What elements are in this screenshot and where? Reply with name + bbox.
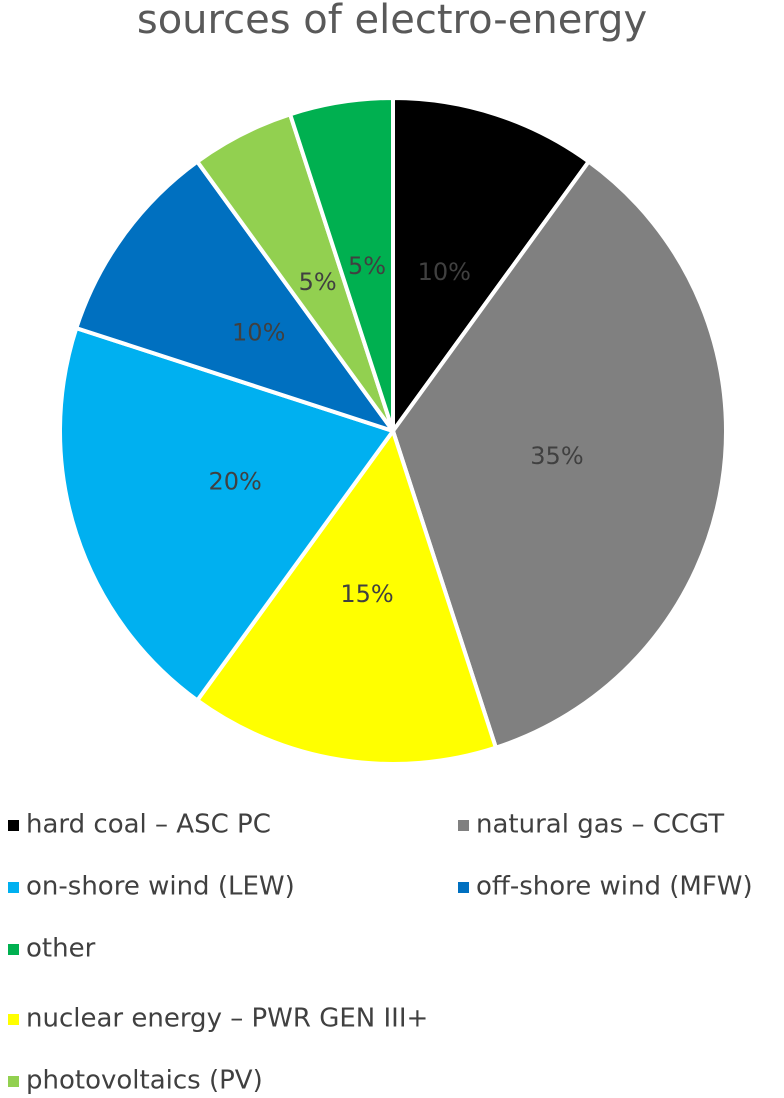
- data-label: 35%: [530, 442, 583, 470]
- legend-marker: [458, 820, 469, 831]
- pie-slice: [195, 429, 498, 766]
- pie-slice: [74, 159, 395, 433]
- legend-label: other: [26, 934, 96, 964]
- data-label: 20%: [208, 467, 261, 495]
- data-label: 15%: [340, 580, 393, 608]
- chart-title: sources of electro-energy: [137, 0, 647, 43]
- legend-marker: [8, 1014, 19, 1025]
- data-label: 10%: [418, 258, 471, 286]
- legend-label: off-shore wind (MFW): [476, 872, 753, 902]
- legend-marker: [8, 1076, 19, 1087]
- legend-label: hard coal – ASC PC: [26, 810, 271, 840]
- legend-label: nuclear energy – PWR GEN III+: [26, 1004, 428, 1034]
- legend-marker: [8, 882, 19, 893]
- data-label: 5%: [348, 252, 386, 280]
- legend-label: photovoltaics (PV): [26, 1066, 263, 1096]
- legend-marker: [8, 944, 19, 955]
- pie-slice: [391, 159, 728, 750]
- legend-label: on-shore wind (LEW): [26, 872, 295, 902]
- data-label: 5%: [299, 268, 337, 296]
- legend-marker: [458, 882, 469, 893]
- pie-slice: [288, 96, 395, 433]
- pie-slice: [58, 326, 395, 703]
- legend-marker: [8, 820, 19, 831]
- pie-slice: [391, 96, 591, 433]
- legend-label: natural gas – CCGT: [476, 810, 724, 840]
- data-label: 10%: [232, 318, 285, 346]
